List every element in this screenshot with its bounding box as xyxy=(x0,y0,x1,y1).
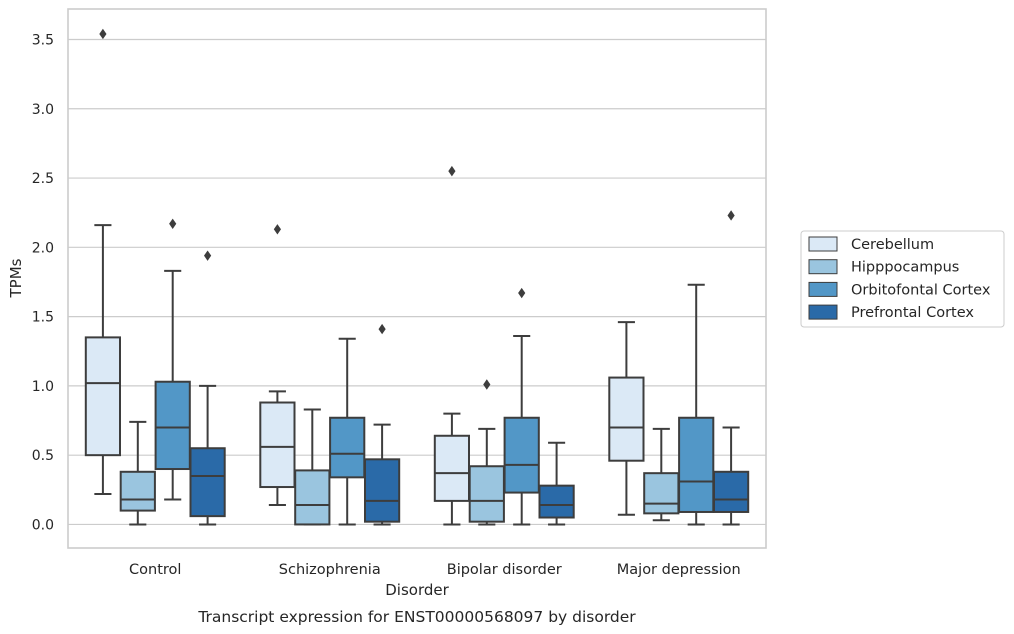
y-tick-label-6: 3.0 xyxy=(32,102,54,118)
y-tick-label-5: 2.5 xyxy=(32,171,54,187)
legend: Cerebellum Hipppocampus Orbitofontal Corte… xyxy=(800,230,1005,328)
box-0-1 xyxy=(119,420,156,526)
outlier-0 xyxy=(483,379,491,390)
outlier-0 xyxy=(169,218,177,229)
y-tick-label-1: 0.5 xyxy=(32,448,54,464)
outlier-0 xyxy=(518,287,526,299)
outlier-0 xyxy=(378,323,386,335)
box-iqr xyxy=(433,434,471,502)
outlier-0 xyxy=(273,224,281,235)
box-iqr xyxy=(503,416,540,494)
box-iqr xyxy=(154,380,191,471)
box-iqr xyxy=(189,447,226,518)
x-tick-label-1: Schizophrenia xyxy=(279,562,381,578)
outlier-0 xyxy=(204,250,212,261)
y-tick-label-0: 0.0 xyxy=(32,517,54,533)
box-0-3 xyxy=(189,250,226,526)
legend-label-2: Orbitofontal Cortex xyxy=(851,282,991,298)
box-iqr xyxy=(363,458,401,523)
box-iqr xyxy=(119,470,156,512)
outlier-0 xyxy=(448,165,456,177)
box-2-3 xyxy=(538,441,575,526)
legend-swatch-3 xyxy=(808,304,838,320)
box-iqr xyxy=(538,484,575,519)
legend-swatch-2 xyxy=(808,281,838,297)
box-iqr xyxy=(678,416,715,513)
y-tick-label-3: 1.5 xyxy=(32,310,54,326)
box-2-2 xyxy=(503,287,540,526)
legend-frame xyxy=(800,230,1005,328)
y-tick-label-4: 2.0 xyxy=(32,240,54,256)
plot-frame xyxy=(67,8,767,549)
box-iqr xyxy=(294,469,331,526)
box-iqr xyxy=(643,472,680,515)
x-tick-label-2: Bipolar disorder xyxy=(447,562,562,578)
box-3-1 xyxy=(643,427,680,522)
x-axis-label: Disorder xyxy=(385,581,449,599)
box-1-1 xyxy=(294,408,331,526)
box-iqr xyxy=(84,336,122,457)
box-0-2 xyxy=(154,218,191,501)
x-tick-label-0: Control xyxy=(129,562,181,578)
x-tick-label-3: Major depression xyxy=(617,562,741,578)
box-iqr xyxy=(468,465,505,523)
legend-swatch-0 xyxy=(808,236,838,252)
box-3-0 xyxy=(608,321,645,516)
box-groups xyxy=(84,28,750,526)
x-axis-ticks: Control Schizophrenia Bipolar disorder Majo… xyxy=(129,562,741,578)
box-0-0 xyxy=(84,28,122,495)
y-tick-label-2: 1.0 xyxy=(32,379,54,395)
box-1-0 xyxy=(259,224,296,507)
y-tick-label-7: 3.5 xyxy=(32,32,54,48)
box-1-3 xyxy=(363,323,401,526)
legend-label-0: Cerebellum xyxy=(851,237,934,253)
y-axis-ticks: 0.0 0.5 1.0 1.5 2.0 2.5 3.0 3.5 xyxy=(32,32,54,533)
box-iqr xyxy=(259,401,296,489)
box-2-1 xyxy=(468,379,505,526)
box-iqr xyxy=(608,376,645,462)
box-1-2 xyxy=(329,337,366,526)
legend-label-3: Prefrontal Cortex xyxy=(851,305,974,321)
box-3-3 xyxy=(712,210,750,526)
box-3-2 xyxy=(678,283,715,526)
box-2-0 xyxy=(433,165,471,526)
chart-caption: Transcript expression for ENST0000056809… xyxy=(197,608,636,626)
legend-label-1: Hipppocampus xyxy=(851,260,959,276)
box-iqr xyxy=(712,470,750,513)
outlier-0 xyxy=(727,210,735,221)
box-iqr xyxy=(329,416,366,479)
outlier-0 xyxy=(99,28,107,40)
y-axis-label: TPMs xyxy=(7,258,25,298)
legend-swatch-1 xyxy=(808,259,838,275)
